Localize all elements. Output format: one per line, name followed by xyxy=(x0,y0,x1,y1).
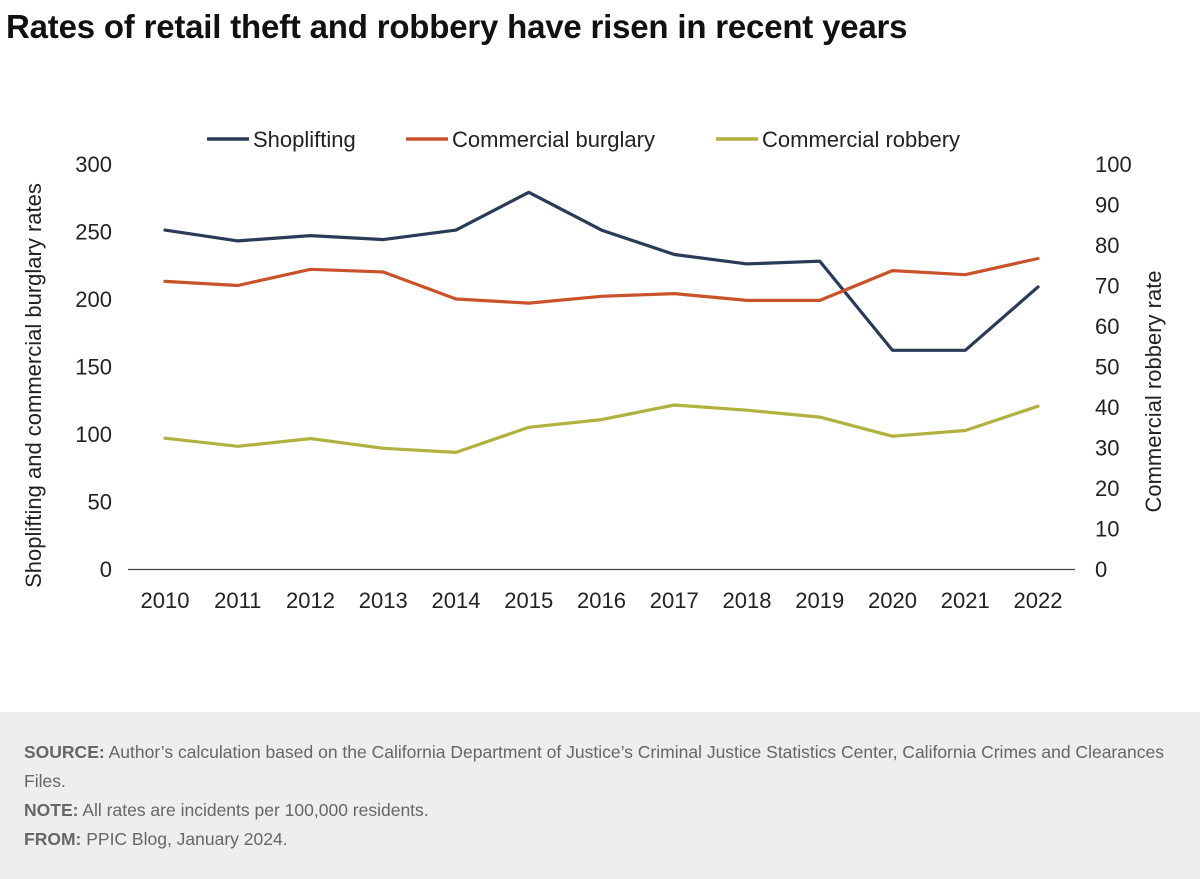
from-label: FROM: xyxy=(24,829,82,849)
x-tick-label: 2015 xyxy=(504,588,553,613)
chart-footer: SOURCE: Author’s calculation based on th… xyxy=(0,712,1200,879)
x-tick-label: 2019 xyxy=(795,588,844,613)
y-left-axis-title: Shoplifting and commercial burglary rate… xyxy=(21,183,46,588)
x-tick-label: 2022 xyxy=(1014,588,1063,613)
legend-item-commercial-robbery: Commercial robbery xyxy=(716,127,960,152)
chart-legend: Shoplifting Commercial burglary Commercial… xyxy=(207,127,960,152)
y-right-tick-label: 0 xyxy=(1095,557,1107,582)
from-note: FROM: PPIC Blog, January 2024. xyxy=(24,825,1176,854)
x-tick-label: 2012 xyxy=(286,588,335,613)
chart-series xyxy=(163,190,1040,454)
y-right-tick-label: 100 xyxy=(1095,152,1132,177)
legend-label: Commercial burglary xyxy=(452,127,655,152)
y-right-tick-label: 50 xyxy=(1095,355,1119,380)
x-tick-label: 2011 xyxy=(214,588,261,613)
x-tick-label: 2020 xyxy=(868,588,917,613)
y-left-tick-label: 300 xyxy=(75,152,112,177)
y-right-tick-label: 30 xyxy=(1095,436,1119,461)
series-line-commercial-burglary xyxy=(163,256,1040,305)
note-label: NOTE: xyxy=(24,800,79,820)
chart-axes: 2010 2011 2012 2013 2014 2015 2016 2017 2018 2019… xyxy=(21,152,1166,613)
y-right-tick-label: 80 xyxy=(1095,233,1119,258)
x-tick-label: 2013 xyxy=(359,588,408,613)
x-tick-label: 2021 xyxy=(941,588,990,613)
legend-item-commercial-burglary: Commercial burglary xyxy=(406,127,655,152)
source-note: SOURCE: Author’s calculation based on th… xyxy=(24,738,1176,796)
source-text: Author’s calculation based on the Califo… xyxy=(24,742,1164,791)
y-right-tick-label: 40 xyxy=(1095,395,1119,420)
y-right-tick-label: 10 xyxy=(1095,517,1119,542)
y-right-axis-title: Commercial robbery rate xyxy=(1141,270,1166,512)
chart-title: Rates of retail theft and robbery have r… xyxy=(6,8,908,45)
y-left-tick-label: 200 xyxy=(75,287,112,312)
source-label: SOURCE: xyxy=(24,742,105,762)
y-right-tick-label: 70 xyxy=(1095,274,1119,299)
rates-note: NOTE: All rates are incidents per 100,00… xyxy=(24,796,1176,825)
x-tick-label: 2018 xyxy=(723,588,772,613)
y-left-tick-label: 250 xyxy=(75,220,112,245)
legend-item-shoplifting: Shoplifting xyxy=(207,127,356,152)
legend-label: Shoplifting xyxy=(253,127,356,152)
x-tick-label: 2016 xyxy=(577,588,626,613)
y-left-tick-label: 0 xyxy=(100,557,112,582)
legend-label: Commercial robbery xyxy=(762,127,960,152)
y-right-tick-label: 90 xyxy=(1095,193,1119,218)
y-left-tick-label: 150 xyxy=(75,355,112,380)
x-tick-label: 2014 xyxy=(432,588,481,613)
series-line-shoplifting xyxy=(163,190,1040,352)
y-left-tick-label: 50 xyxy=(88,490,112,515)
y-right-tick-label: 60 xyxy=(1095,314,1119,339)
line-chart: Shoplifting Commercial burglary Commercial… xyxy=(21,127,1166,613)
x-tick-label: 2010 xyxy=(141,588,190,613)
series-line-commercial-robbery xyxy=(163,403,1040,454)
x-tick-label: 2017 xyxy=(650,588,699,613)
note-text: All rates are incidents per 100,000 resi… xyxy=(78,800,429,820)
from-text: PPIC Blog, January 2024. xyxy=(81,829,288,849)
y-right-tick-label: 20 xyxy=(1095,476,1119,501)
y-left-tick-label: 100 xyxy=(75,422,112,447)
